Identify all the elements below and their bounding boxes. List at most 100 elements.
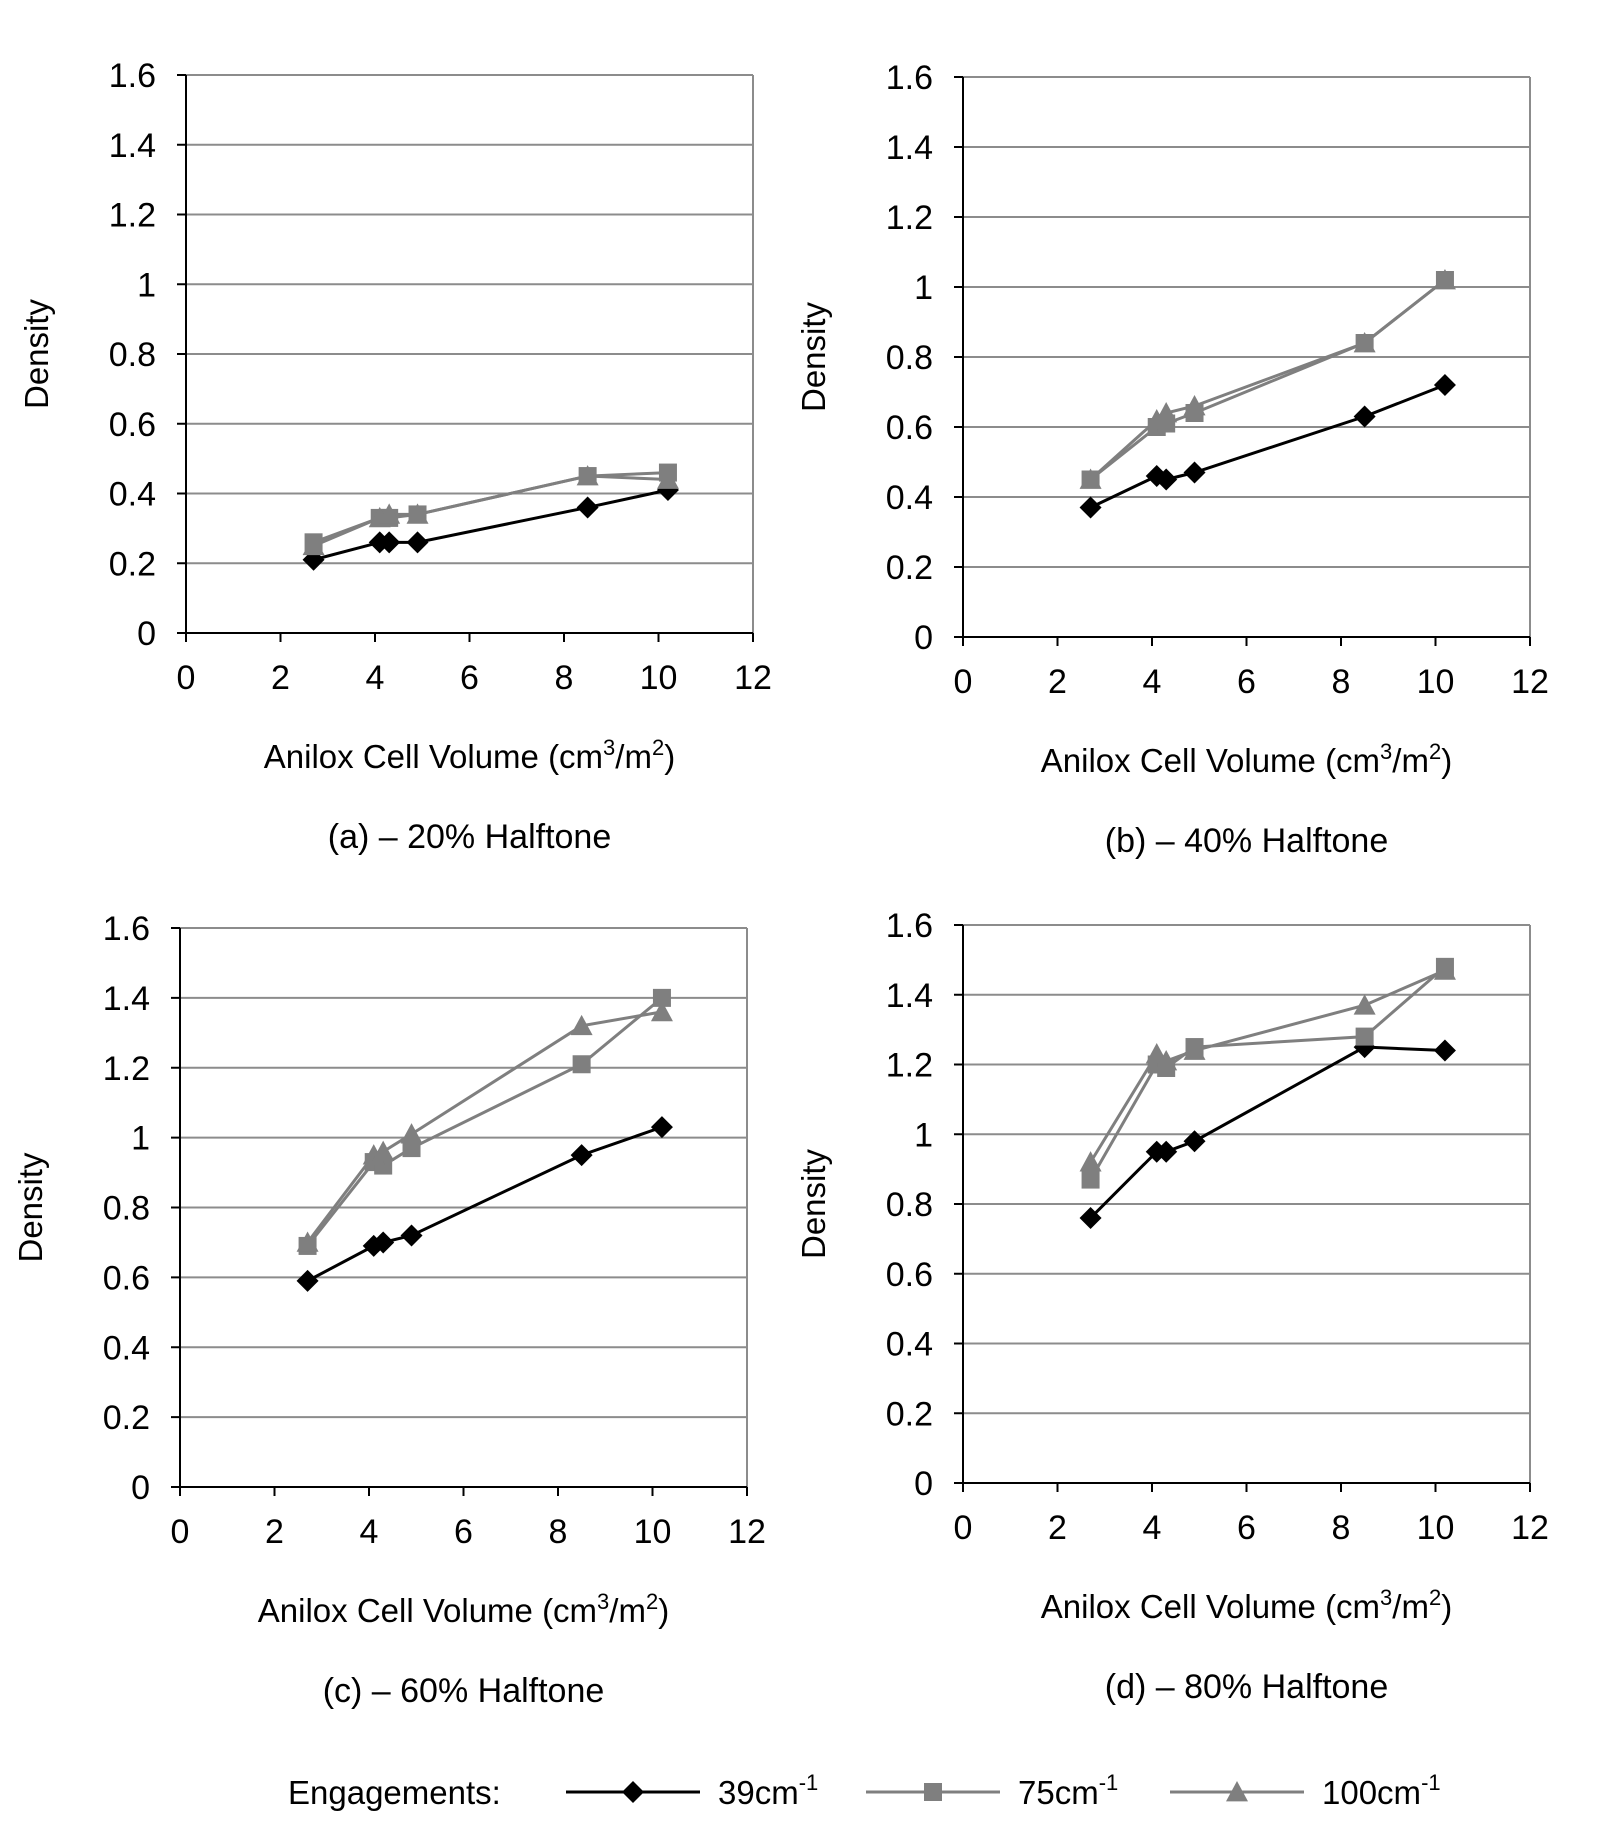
- x-tick-label: 12: [1511, 1509, 1549, 1547]
- y-tick-label: 1.6: [109, 57, 156, 95]
- data-point-triangle: [1433, 959, 1456, 980]
- y-tick-label: 0.2: [886, 1395, 933, 1433]
- x-tick-label: 10: [634, 1513, 672, 1551]
- x-tick-label: 8: [549, 1513, 568, 1551]
- series-line-75cm1: [306, 996, 663, 1247]
- data-point-square: [1355, 1027, 1374, 1046]
- x-tick-label: 8: [1332, 663, 1351, 701]
- y-tick-label: 0.4: [109, 476, 156, 514]
- y-tick-label: 0.2: [886, 549, 933, 587]
- y-tick-label: 1: [137, 266, 156, 304]
- data-point-diamond: [1079, 1206, 1102, 1229]
- panel-caption: (a) – 20% Halftone: [328, 818, 612, 856]
- legend-item-label: 100cm-1: [1322, 1770, 1441, 1811]
- data-point-triangle: [1079, 468, 1102, 489]
- y-tick-label: 1.6: [103, 910, 150, 948]
- x-tick-label: 12: [734, 659, 772, 697]
- series-line-75cm1: [1089, 965, 1446, 1181]
- data-point-square: [652, 988, 671, 1007]
- y-tick-label: 1.4: [886, 977, 933, 1015]
- chart-panel-d: 0 0.2 0.4 0.6 0.8 1 1.2 1.4 1.6 0 2 4 6 8 10 12 Density A…: [795, 907, 1549, 1706]
- series-line-39cm1: [1089, 1045, 1446, 1220]
- data-point-triangle: [1353, 332, 1376, 353]
- y-tick-label: 0.8: [886, 1186, 933, 1224]
- y-tick-label: 0: [914, 1465, 933, 1503]
- data-point-triangle: [1353, 994, 1376, 1015]
- y-tick-label: 0.6: [886, 409, 933, 447]
- x-tick-label: 6: [1237, 663, 1256, 701]
- data-point-square: [1081, 1170, 1100, 1189]
- x-tick-label: 10: [1417, 663, 1455, 701]
- y-tick-label: 1: [914, 1116, 933, 1154]
- data-point-diamond: [570, 1144, 593, 1167]
- data-point-triangle: [378, 503, 401, 524]
- x-tick-label: 6: [454, 1513, 473, 1551]
- data-point-square: [402, 1139, 421, 1158]
- legend-item-label: 39cm-1: [718, 1770, 818, 1811]
- y-tick-label: 0.2: [103, 1399, 150, 1437]
- x-axis-title: Anilox Cell Volume (cm3/m2): [264, 735, 675, 775]
- legend-item-label: 75cm-1: [1018, 1770, 1118, 1811]
- x-tick-label: 0: [954, 663, 973, 701]
- series-line-100cm1: [306, 1010, 663, 1244]
- data-point-triangle: [400, 1123, 423, 1144]
- y-tick-label: 0.4: [103, 1329, 150, 1367]
- y-tick-label: 1: [914, 269, 933, 307]
- y-tick-label: 0.8: [886, 339, 933, 377]
- data-point-diamond: [1433, 374, 1456, 396]
- legend-marker-square: [924, 1783, 942, 1801]
- y-tick-label: 0.8: [103, 1190, 150, 1228]
- data-point-diamond: [296, 1269, 319, 1292]
- x-tick-label: 4: [1143, 663, 1162, 701]
- panel-caption: (b) – 40% Halftone: [1105, 822, 1389, 860]
- y-axis-title: Density: [18, 298, 55, 409]
- data-point-triangle: [1183, 395, 1206, 416]
- data-point-diamond: [1155, 1140, 1178, 1163]
- x-axis-title: Anilox Cell Volume (cm3/m2): [258, 1589, 669, 1629]
- chart-panel-c: 0 0.2 0.4 0.6 0.8 1 1.2 1.4 1.6 0 2 4 6 8 10 12 Density A…: [12, 910, 766, 1710]
- x-tick-label: 10: [1417, 1509, 1455, 1547]
- x-tick-label: 6: [460, 659, 479, 697]
- data-point-triangle: [296, 1231, 319, 1252]
- series-line-100cm1: [312, 474, 669, 548]
- y-axis-title: Density: [12, 1152, 49, 1263]
- y-tick-label: 0: [914, 619, 933, 657]
- x-tick-label: 4: [360, 1513, 379, 1551]
- y-tick-label: 1.4: [109, 127, 156, 165]
- series-line-75cm1: [313, 471, 669, 544]
- x-tick-label: 4: [366, 659, 385, 697]
- data-point-triangle: [1155, 402, 1178, 423]
- x-tick-label: 2: [1048, 663, 1067, 701]
- x-tick-label: 0: [954, 1509, 973, 1547]
- data-point-diamond: [400, 1224, 423, 1247]
- x-axis-title: Anilox Cell Volume (cm3/m2): [1041, 739, 1452, 779]
- chart-panel-b: 0 0.2 0.4 0.6 0.8 1 1.2 1.4 1.6 0 2 4 6 8 10 12 Density A…: [795, 59, 1549, 860]
- y-tick-label: 0.6: [103, 1259, 150, 1297]
- data-point-diamond: [372, 1231, 395, 1254]
- y-tick-label: 0.2: [109, 545, 156, 583]
- y-axis-title: Density: [795, 301, 832, 412]
- data-point-diamond: [1183, 461, 1206, 484]
- y-tick-label: 1.2: [886, 1047, 933, 1085]
- data-point-triangle: [656, 468, 679, 489]
- panel-caption: (d) – 80% Halftone: [1105, 1668, 1389, 1706]
- data-point-triangle: [650, 1000, 673, 1022]
- y-tick-label: 0.4: [886, 479, 933, 517]
- panel-caption: (c) – 60% Halftone: [323, 1672, 605, 1710]
- data-point-diamond: [1353, 405, 1376, 428]
- data-point-diamond: [406, 531, 429, 554]
- y-tick-label: 1.2: [103, 1050, 150, 1088]
- x-tick-label: 12: [1511, 663, 1549, 701]
- legend-marker-diamond: [622, 1781, 644, 1803]
- data-point-triangle: [372, 1140, 395, 1161]
- y-tick-label: 1: [131, 1120, 150, 1158]
- data-point-triangle: [576, 465, 599, 486]
- y-tick-label: 0.6: [109, 406, 156, 444]
- y-tick-label: 1.6: [886, 59, 933, 97]
- data-point-diamond: [378, 531, 401, 554]
- x-tick-label: 8: [1332, 1509, 1351, 1547]
- x-tick-label: 0: [177, 659, 196, 697]
- legend: Engagements: 39cm-1 75cm-1 100cm-1: [288, 1770, 1441, 1811]
- legend-marker-triangle: [1226, 1781, 1248, 1802]
